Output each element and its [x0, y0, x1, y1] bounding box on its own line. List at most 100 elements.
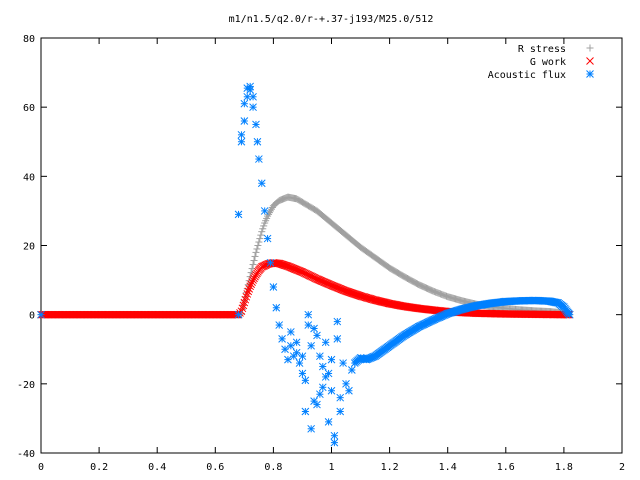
- data-point: [313, 400, 321, 409]
- axis-ticks: [40, 37, 623, 454]
- x-tick-label: 1.6: [497, 462, 515, 473]
- data-point: [316, 352, 324, 361]
- data-point: [260, 222, 268, 230]
- data-point: [333, 317, 342, 326]
- data-point: [292, 338, 301, 347]
- data-point: [259, 225, 267, 233]
- data-point: [342, 379, 350, 388]
- legend-marker: [586, 70, 594, 78]
- y-tick-label: 60: [23, 103, 35, 114]
- data-point: [295, 359, 304, 367]
- y-tick-label: 40: [23, 172, 35, 183]
- data-point: [278, 335, 286, 343]
- data-point: [327, 386, 336, 395]
- legend-label: Acoustic flux: [488, 70, 566, 81]
- data-point: [275, 321, 284, 329]
- data-point: [251, 252, 259, 260]
- y-tick-label: 80: [23, 34, 35, 45]
- data-point: [333, 335, 342, 343]
- data-point: [242, 292, 251, 301]
- y-tick-label: -40: [17, 449, 35, 460]
- data-point: [263, 234, 272, 243]
- data-point: [258, 228, 266, 236]
- data-point: [234, 310, 243, 319]
- data-point: [241, 295, 250, 304]
- y-tick-label: -20: [17, 380, 35, 391]
- data-point: [301, 376, 310, 385]
- x-tick-label: 2: [619, 462, 625, 473]
- x-tick-label: 1.2: [381, 462, 399, 473]
- data-point: [266, 258, 275, 267]
- data-point: [327, 355, 336, 364]
- data-point: [37, 310, 45, 319]
- data-point: [250, 274, 258, 283]
- data-point: [316, 390, 324, 399]
- data-point: [313, 331, 321, 340]
- data-point: [330, 431, 339, 440]
- data-point: [237, 137, 246, 146]
- x-tick-label: 0.8: [264, 462, 282, 473]
- data-point: [336, 393, 345, 402]
- x-tick-label: 0.4: [148, 462, 166, 473]
- data-point: [249, 261, 257, 269]
- data-point: [565, 310, 574, 319]
- data-point: [238, 304, 247, 313]
- legend-marker: [586, 44, 594, 52]
- data-point: [253, 245, 261, 253]
- data-point: [244, 287, 253, 296]
- data-point: [260, 207, 269, 215]
- data-point: [245, 284, 254, 293]
- series-2: [37, 82, 574, 447]
- data-point: [249, 103, 257, 112]
- data-point: [330, 438, 339, 447]
- data-point: [318, 383, 327, 392]
- data-point: [252, 248, 260, 256]
- legend: R stress G work Acoustic flux: [488, 44, 594, 81]
- data-point: [269, 283, 278, 291]
- data-point: [243, 290, 252, 298]
- data-point: [253, 137, 262, 146]
- series-1: [37, 258, 574, 319]
- data-point: [257, 179, 266, 188]
- data-point: [318, 362, 327, 371]
- data-point: [256, 235, 264, 243]
- data-point: [249, 276, 257, 284]
- data-point: [248, 278, 256, 287]
- data-point: [292, 348, 301, 357]
- data-point: [239, 301, 248, 310]
- data-point: [257, 231, 265, 239]
- legend-label: R stress: [518, 44, 566, 55]
- data-point: [310, 324, 318, 333]
- data-point: [339, 359, 347, 367]
- data-point: [347, 366, 356, 374]
- x-tick-label: 0.6: [206, 462, 224, 473]
- x-tick-label: 0.2: [90, 462, 108, 473]
- data-point: [301, 407, 310, 416]
- data-point: [324, 418, 333, 426]
- data-point: [246, 282, 255, 291]
- data-point: [255, 238, 263, 246]
- data-point: [321, 338, 330, 347]
- data-point: [324, 369, 333, 378]
- data-point: [250, 256, 258, 264]
- data-marks: [37, 82, 574, 447]
- x-tick-labels: 0 0.2 0.4 0.6 0.8 1 1.2 1.4 1.6 1.8 2: [38, 462, 625, 473]
- data-point: [298, 352, 307, 361]
- data-point: [345, 386, 353, 395]
- data-point: [240, 117, 249, 125]
- legend-marker: [586, 57, 594, 65]
- y-tick-labels: -40 -20 0 20 40 60 80: [17, 34, 35, 460]
- data-point: [252, 120, 260, 129]
- data-point: [272, 303, 281, 312]
- data-point: [234, 210, 243, 219]
- data-point: [286, 341, 295, 350]
- data-point: [298, 369, 307, 378]
- data-point: [240, 99, 249, 108]
- chart-title: m1/n1.5/q2.0/r-+.37-j193/M25.0/512: [229, 14, 434, 25]
- y-tick-label: 0: [29, 311, 35, 322]
- data-point: [240, 298, 249, 307]
- x-tick-label: 1.8: [555, 462, 573, 473]
- data-point: [247, 280, 255, 289]
- data-point: [304, 310, 313, 319]
